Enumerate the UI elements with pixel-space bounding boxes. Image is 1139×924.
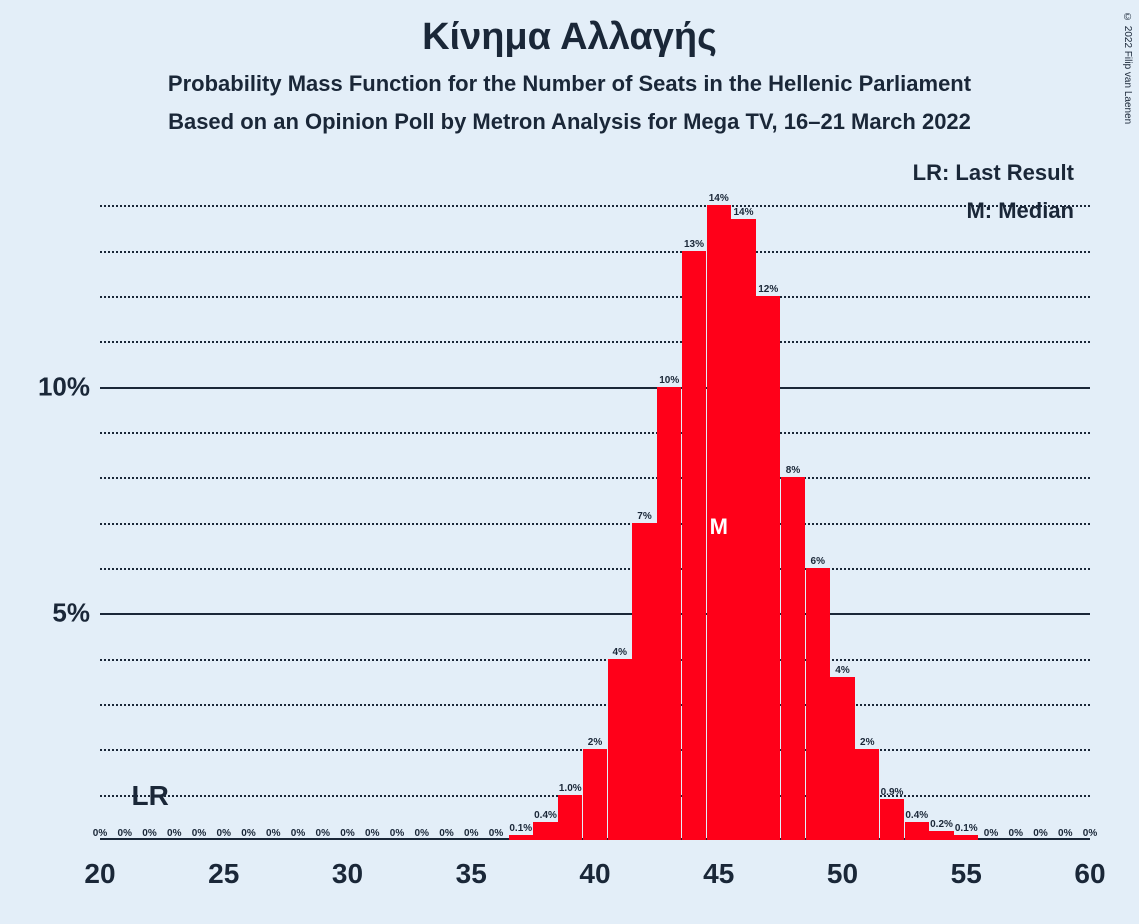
bar-value-label: 0%	[1009, 828, 1023, 839]
chart-title: Κίνημα Αλλαγής	[0, 0, 1139, 59]
bar-value-label: 0%	[217, 828, 231, 839]
bar-value-label: 0%	[93, 828, 107, 839]
chart-plot-area: 5%10%0%0%0%0%0%0%0%0%0%0%0%0%0%0%0%0%0%0…	[100, 160, 1090, 840]
bar-value-label: 0%	[316, 828, 330, 839]
bar-value-label: 0.1%	[509, 823, 532, 834]
gridline-major	[100, 613, 1090, 615]
x-axis-label: 50	[827, 858, 858, 890]
lr-marker: LR	[132, 780, 169, 812]
bar-value-label: 6%	[811, 556, 825, 567]
bar-value-label: 0%	[439, 828, 453, 839]
bar-value-label: 0%	[167, 828, 181, 839]
bar-value-label: 0%	[340, 828, 354, 839]
bar-value-label: 0%	[192, 828, 206, 839]
gridline-minor	[100, 659, 1090, 661]
bar-value-label: 0%	[291, 828, 305, 839]
legend-lr: LR: Last Result	[913, 160, 1074, 186]
bar-value-label: 0%	[365, 828, 379, 839]
bar-value-label: 0%	[390, 828, 404, 839]
gridline-minor	[100, 251, 1090, 253]
chart-subtitle-2: Based on an Opinion Poll by Metron Analy…	[0, 109, 1139, 135]
bar-value-label: 0.4%	[905, 810, 928, 821]
x-axis-label: 45	[703, 858, 734, 890]
legend-m: M: Median	[913, 198, 1074, 224]
bar-value-label: 0%	[142, 828, 156, 839]
gridline-minor	[100, 341, 1090, 343]
bar	[682, 251, 706, 840]
gridline-minor	[100, 477, 1090, 479]
bar	[583, 749, 607, 840]
chart-subtitle-1: Probability Mass Function for the Number…	[0, 71, 1139, 97]
median-marker: M	[710, 514, 728, 540]
bar-value-label: 0%	[241, 828, 255, 839]
x-axis-label: 55	[951, 858, 982, 890]
x-axis-label: 60	[1074, 858, 1105, 890]
bar-value-label: 0%	[1083, 828, 1097, 839]
x-axis-label: 40	[579, 858, 610, 890]
bar	[632, 523, 656, 840]
bar	[929, 831, 953, 840]
copyright-text: © 2022 Filip van Laenen	[1122, 12, 1133, 124]
bar-value-label: 13%	[684, 239, 704, 250]
gridline-major	[100, 387, 1090, 389]
x-axis-label: 20	[84, 858, 115, 890]
bar-value-label: 0.9%	[881, 787, 904, 798]
bar-value-label: 1.0%	[559, 783, 582, 794]
bar-value-label: 2%	[588, 737, 602, 748]
bar-value-label: 4%	[613, 647, 627, 658]
bar	[558, 795, 582, 840]
bar-value-label: 0%	[266, 828, 280, 839]
bar-value-label: 14%	[709, 193, 729, 204]
bar-value-label: 0.2%	[930, 819, 953, 830]
bar-value-label: 0%	[464, 828, 478, 839]
bar	[880, 799, 904, 840]
bar-value-label: 10%	[659, 375, 679, 386]
bar-value-label: 7%	[637, 511, 651, 522]
bar	[533, 822, 557, 840]
bar	[806, 568, 830, 840]
bar-value-label: 0%	[118, 828, 132, 839]
bar-value-label: 8%	[786, 465, 800, 476]
bar-value-label: 0.1%	[955, 823, 978, 834]
bar	[830, 677, 854, 840]
bar-value-label: 14%	[733, 207, 753, 218]
bar-value-label: 12%	[758, 284, 778, 295]
x-axis-label: 35	[456, 858, 487, 890]
bar	[731, 219, 755, 840]
bar-value-label: 0%	[984, 828, 998, 839]
bar-value-label: 4%	[835, 665, 849, 676]
bar	[781, 477, 805, 840]
gridline-minor	[100, 432, 1090, 434]
x-axis-label: 30	[332, 858, 363, 890]
y-axis-label: 10%	[38, 371, 90, 402]
bar-value-label: 0.4%	[534, 810, 557, 821]
gridline-minor	[100, 523, 1090, 525]
gridline-minor	[100, 704, 1090, 706]
bar	[855, 749, 879, 840]
x-axis: 202530354045505560	[100, 848, 1090, 898]
bar-value-label: 0%	[415, 828, 429, 839]
gridline-minor	[100, 568, 1090, 570]
bar	[608, 659, 632, 840]
bar	[509, 835, 533, 840]
y-axis-label: 5%	[52, 598, 90, 629]
bar	[905, 822, 929, 840]
gridline-minor	[100, 296, 1090, 298]
bar	[756, 296, 780, 840]
bar-value-label: 2%	[860, 737, 874, 748]
bar	[657, 387, 681, 840]
bar-value-label: 0%	[1033, 828, 1047, 839]
bar	[954, 835, 978, 840]
bar-value-label: 0%	[489, 828, 503, 839]
legend: LR: Last Result M: Median	[913, 160, 1074, 236]
bar-value-label: 0%	[1058, 828, 1072, 839]
x-axis-label: 25	[208, 858, 239, 890]
